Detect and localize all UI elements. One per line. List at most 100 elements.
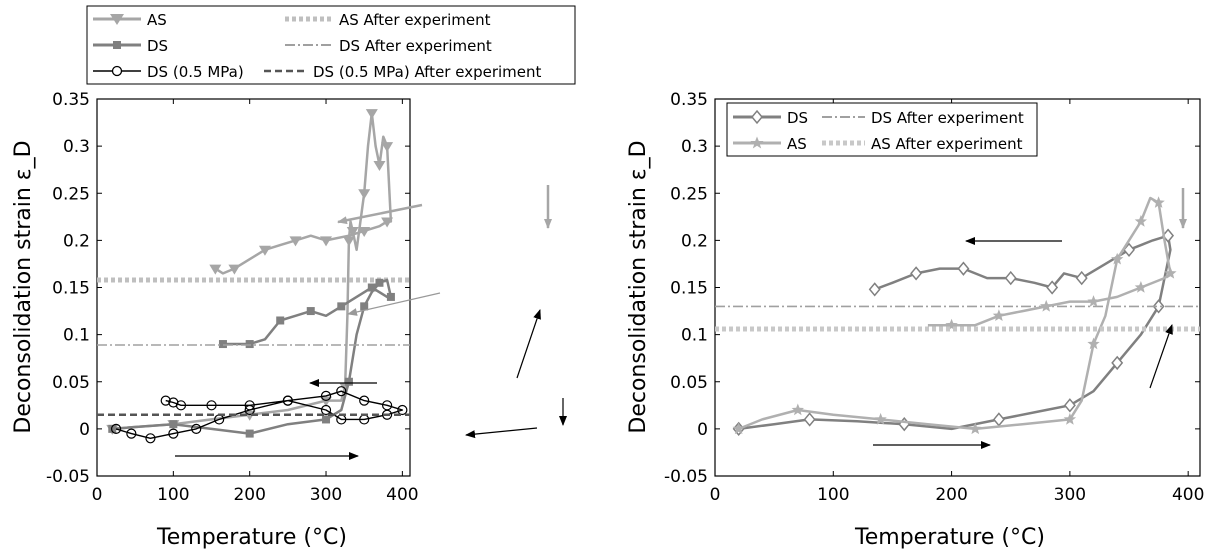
arrow-lp-return [465,427,538,439]
data-point-ds [910,266,923,281]
y-ticks-left: -0.05 0 0.05 0.1 0.15 0.2 0.25 0.3 0.35 [46,90,410,487]
y-tick-label: 0.1 [681,326,708,346]
data-point-as [1040,299,1053,312]
legend-item-as: AS [93,11,167,29]
y-tick-label: 0.1 [63,326,90,346]
x-tick-label: 300 [310,485,342,505]
data-point-as [373,160,386,171]
series-markers-ds [108,278,395,438]
data-point-ds [169,420,178,429]
y-tick-label: 0.25 [670,184,708,204]
y-tick-label: 0.35 [52,90,90,110]
x-ticks-left: 0 100 200 300 400 [92,99,419,505]
legend-label-as: AS [147,11,167,29]
diamond-icon [751,109,763,125]
data-point-ds [1152,299,1165,314]
legend-item-as-after-right: AS After experiment [822,135,1023,153]
y-tick-label: 0.05 [670,373,708,393]
data-point-as [289,236,302,247]
data-point-ds [360,302,369,311]
data-point-as [1152,196,1165,208]
x-tick-label: 200 [233,485,265,505]
data-point-ds [276,316,285,325]
data-point-ds [108,424,117,433]
y-axis-label-left: Deconsolidation strain ε_D [11,140,36,433]
data-point-ds [957,261,970,276]
arrow-as-cooling [337,203,423,225]
circle-icon [111,65,123,77]
data-point-ds [367,283,376,292]
y-tick-label: 0.05 [52,373,90,393]
data-point-ds-0-5-mpa [191,423,202,434]
data-point-as [1111,252,1124,265]
series-markers-as [106,109,394,435]
series-line-ds [738,234,1172,431]
series-left [97,109,410,444]
data-point-ds [306,307,315,316]
data-point-as [1134,215,1147,227]
legend-left: AS AS After experiment DS DS After exper… [86,5,576,85]
arrow-heating-up [516,309,541,379]
data-point-ds-0-5-mpa [145,433,156,444]
y-tick-label: 0 [79,420,90,440]
x-tick-label: 0 [92,485,103,505]
data-point-ds-0-5-mpa [359,395,370,406]
y-tick-label: 0.35 [670,90,708,110]
legend-label-ds: DS [147,37,168,55]
x-axis-label-right: Temperature (°C) [854,525,1045,550]
x-tick-label: 400 [1172,485,1204,505]
series-line-as [738,196,1172,431]
data-point-ds-0-5-mpa [244,404,255,416]
y-tick-label: 0.2 [63,231,90,251]
data-point-as [1134,281,1147,293]
data-point-ds-0-5-mpa [320,390,332,401]
y-tick-label: -0.05 [664,467,708,487]
y-tick-label: 0.3 [63,137,90,157]
data-point-as [381,142,394,153]
arrow-ds-cooling [347,292,441,316]
series-markers-ds-0-5-mpa [110,386,408,444]
legend-item-ds-lp-after: DS (0.5 MPa) After experiment [264,63,542,81]
series-line-as [112,111,393,431]
data-point-ds [1004,270,1017,286]
legend-label-as-right: AS [787,135,807,153]
data-point-ds-0-5-mpa [168,428,179,439]
series-line-ds [112,278,393,435]
data-point-ds-0-5-mpa [320,404,332,416]
data-point-as [342,236,355,247]
legend-item-ds: DS [93,37,168,55]
legend-label-as-after: AS After experiment [339,11,491,29]
x-tick-label: 300 [1054,485,1086,505]
legend-item-as-right: AS [733,135,807,153]
data-point-ds [344,377,353,386]
square-icon [113,41,121,49]
data-point-ds [1063,398,1076,413]
data-point-ds-0-5-mpa [336,386,347,397]
data-point-as [1087,295,1100,307]
data-point-ds [1075,270,1088,286]
y-axis-label-right: Deconsolidation strain ε_D [626,140,651,433]
legend-item-ds-right: DS [733,109,808,127]
data-point-ds [868,282,881,297]
x-axis-label-left: Temperature (°C) [156,525,347,550]
legend-label-as-after-right: AS After experiment [871,135,1023,153]
data-point-ds [1111,355,1124,371]
data-point-as [1063,412,1077,425]
data-point-as [381,217,394,228]
data-point-ds-0-5-mpa [126,428,137,439]
y-tick-label: 0.15 [52,279,90,299]
data-point-ds-0-5-mpa [397,404,408,416]
data-point-as [945,318,958,331]
y-tick-label: -0.05 [46,467,90,487]
data-point-as [992,309,1006,321]
data-point-as [365,109,378,120]
data-point-ds-0-5-mpa [110,423,122,434]
data-point-ds-0-5-mpa [244,400,255,411]
data-point-as [1087,337,1100,350]
triangle-down-icon [110,14,124,25]
x-tick-label: 100 [157,485,189,505]
star-icon [750,136,764,149]
data-point-as [969,422,982,435]
data-point-as [258,245,271,256]
